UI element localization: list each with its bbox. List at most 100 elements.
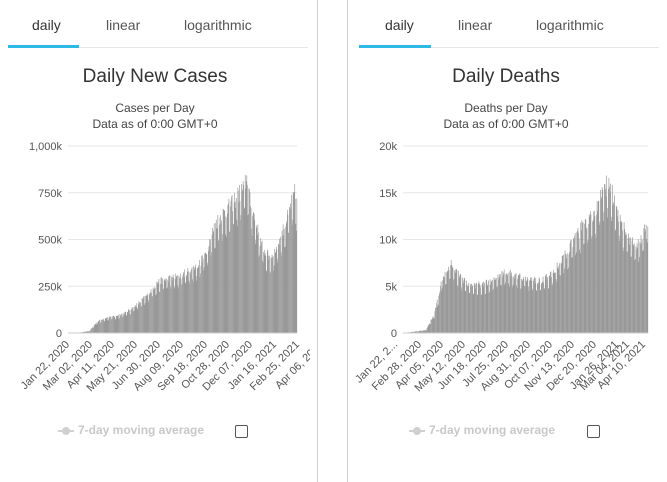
bar — [502, 277, 503, 333]
bar — [125, 311, 127, 333]
moving-average-checkbox[interactable] — [587, 425, 600, 438]
bar — [245, 188, 247, 333]
bar — [430, 319, 432, 333]
bar — [223, 210, 225, 333]
bar — [434, 311, 436, 333]
bar — [234, 207, 236, 333]
bar — [203, 270, 204, 333]
bar — [493, 277, 495, 333]
bar — [548, 288, 550, 333]
panel-divider — [317, 0, 318, 482]
bar — [290, 203, 291, 333]
bar — [592, 221, 593, 333]
bar — [198, 266, 199, 333]
bar — [185, 282, 187, 333]
bar — [236, 225, 238, 333]
tab-daily[interactable]: daily — [32, 17, 61, 33]
bar — [514, 278, 516, 333]
bar — [250, 207, 252, 333]
bar — [291, 195, 292, 333]
bar — [285, 223, 287, 333]
tab-logarithmic[interactable]: logarithmic — [184, 17, 252, 33]
bar — [268, 255, 269, 333]
bar — [550, 271, 552, 333]
bar — [606, 175, 608, 333]
bar — [181, 285, 182, 333]
bar — [230, 206, 231, 333]
chart-title: Daily New Cases — [82, 66, 228, 87]
bar — [425, 330, 427, 333]
moving-average-checkbox[interactable] — [235, 425, 248, 438]
bar — [215, 223, 217, 333]
bar — [289, 207, 290, 333]
bar — [221, 220, 222, 333]
bar — [481, 284, 483, 333]
bar — [516, 288, 518, 333]
bar — [442, 276, 444, 333]
bar — [550, 271, 551, 333]
bar — [149, 294, 150, 333]
legend-moving-average[interactable]: 7-day moving average — [409, 423, 555, 437]
bar — [122, 316, 124, 333]
bar — [167, 279, 169, 333]
bar — [599, 224, 600, 333]
bar — [415, 331, 417, 333]
bar — [544, 287, 546, 333]
bar — [274, 248, 276, 333]
bar — [291, 224, 293, 333]
bar — [256, 235, 258, 333]
bar — [279, 238, 280, 333]
bar — [503, 274, 504, 333]
bar — [183, 272, 184, 333]
bar — [466, 280, 467, 333]
bar — [619, 241, 620, 333]
bar — [295, 230, 297, 333]
bar — [628, 237, 630, 333]
y-tick-label: 0 — [391, 328, 397, 340]
bar — [102, 318, 104, 333]
bar — [584, 219, 586, 333]
bar — [281, 230, 283, 333]
bar — [519, 273, 521, 333]
bar — [468, 292, 470, 333]
bar — [529, 280, 531, 333]
bar — [278, 243, 280, 333]
bar — [91, 328, 93, 333]
legend-moving-average[interactable]: 7-day moving average — [58, 423, 204, 437]
bar — [613, 204, 615, 333]
bar — [190, 270, 192, 333]
tab-daily[interactable]: daily — [385, 17, 414, 33]
bar — [483, 286, 485, 333]
bar — [215, 219, 217, 333]
bar — [209, 239, 210, 333]
bar — [86, 331, 88, 333]
bar — [589, 211, 591, 333]
bar — [564, 250, 566, 333]
bar — [103, 321, 105, 333]
bar — [248, 214, 249, 333]
bar — [290, 208, 292, 333]
tab-logarithmic[interactable]: logarithmic — [536, 17, 604, 33]
tab-linear[interactable]: linear — [106, 17, 141, 33]
tab-linear[interactable]: linear — [458, 17, 493, 33]
bar — [264, 250, 266, 333]
bar — [437, 304, 439, 333]
bar — [543, 282, 544, 333]
bar — [192, 282, 194, 333]
bar — [201, 255, 202, 333]
bar — [608, 178, 610, 333]
bar — [149, 292, 151, 333]
bar — [635, 259, 636, 333]
bar — [595, 233, 596, 333]
bar — [93, 325, 95, 333]
bar — [575, 255, 577, 333]
bar — [94, 324, 96, 333]
bar — [221, 240, 223, 333]
bar — [189, 283, 190, 333]
bar — [132, 307, 134, 333]
bar — [105, 318, 107, 333]
deaths-panel: daily linear logarithmic Daily Deaths De… — [351, 0, 661, 482]
data-timestamp: Data as of 0:00 GMT+0 — [92, 117, 218, 131]
bar — [489, 279, 491, 333]
bar — [273, 265, 275, 333]
